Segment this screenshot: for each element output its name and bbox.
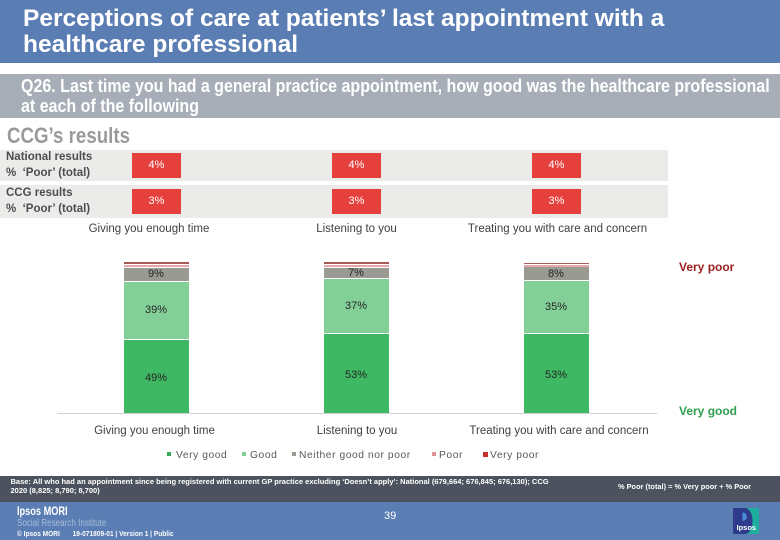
svg-text:Ipsos: Ipsos xyxy=(737,523,757,532)
